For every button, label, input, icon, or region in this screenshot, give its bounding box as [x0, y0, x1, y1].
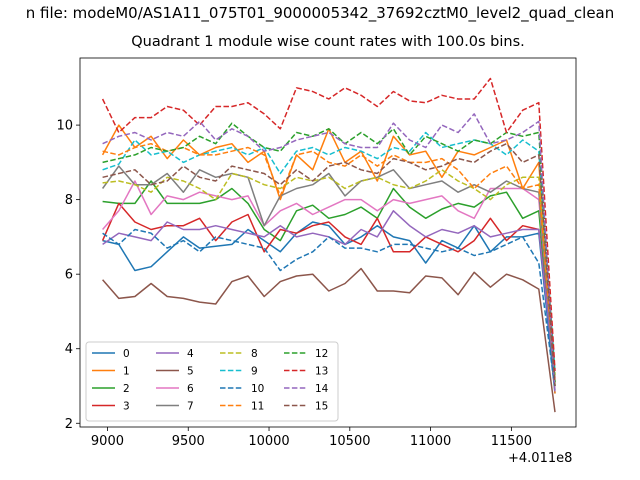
series-line-11: [102, 142, 556, 383]
series-line-10: [102, 228, 556, 390]
x-tick-label: 11500: [491, 434, 532, 449]
series-line-8: [102, 169, 556, 375]
legend-label-5: 5: [187, 366, 194, 378]
x-axis-offset-label: +4.011e8: [508, 451, 573, 466]
chart-title: Quadrant 1 module wise count rates with …: [131, 34, 525, 50]
legend-box: [85, 341, 339, 422]
series-line-7: [101, 165, 556, 387]
legend-label-11: 11: [251, 401, 264, 413]
axes-frame: [79, 57, 577, 428]
series-line-6: [102, 180, 556, 379]
plot-area: [101, 77, 556, 413]
legend-label-12: 12: [315, 348, 328, 360]
x-tick-label: 10500: [329, 434, 370, 449]
series-line-5: [102, 267, 556, 413]
x-tick-label: 9500: [172, 434, 205, 449]
legend-label-6: 6: [187, 383, 194, 395]
series-line-12: [102, 122, 556, 383]
legend-label-15: 15: [315, 401, 328, 413]
series-line-2: [102, 180, 556, 387]
x-tick-label: 11000: [410, 434, 451, 449]
legend-label-7: 7: [187, 401, 194, 413]
legend-label-4: 4: [187, 348, 194, 360]
legend-label-3: 3: [123, 401, 130, 413]
y-tick-label: 10: [56, 119, 73, 134]
series-line-13: [101, 77, 556, 372]
y-tick-label: 8: [65, 193, 73, 208]
series-line-14: [102, 113, 556, 394]
legend-label-9: 9: [251, 366, 258, 378]
legend-label-2: 2: [123, 383, 130, 395]
figure-suptitle: n file: modeM0/AS1A11_075T01_9000005342_…: [25, 4, 615, 22]
series-line-9: [102, 131, 556, 372]
legend-label-1: 1: [123, 366, 130, 378]
legend-label-13: 13: [315, 366, 328, 378]
y-tick-label: 4: [65, 342, 73, 357]
legend-label-0: 0: [123, 348, 130, 360]
y-tick-label: 2: [65, 417, 73, 432]
series-line-3: [101, 202, 556, 379]
legend-label-10: 10: [251, 383, 264, 395]
x-tick-label: 10000: [248, 434, 289, 449]
legend-label-14: 14: [315, 383, 329, 395]
y-tick-label: 6: [65, 268, 73, 283]
legend-label-8: 8: [251, 348, 258, 360]
x-tick-label: 9000: [91, 434, 124, 449]
